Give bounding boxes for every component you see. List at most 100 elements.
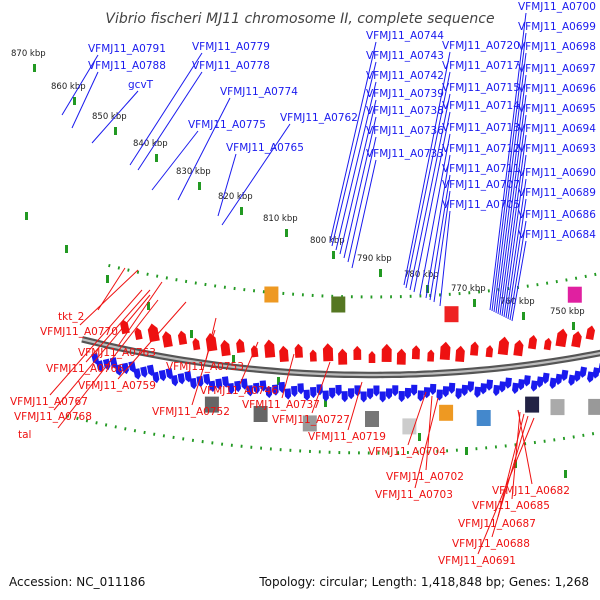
- forward-gene-label: VFMJ11_A0689: [518, 187, 596, 199]
- forward-gene-arrow: [517, 378, 525, 391]
- reverse-gene-arrow: [439, 341, 451, 360]
- ruler-label: 770 kbp: [451, 284, 486, 294]
- ruler-label: 840 kbp: [133, 139, 168, 149]
- forward-leader-line: [343, 116, 377, 259]
- reverse-gene-arrow: [555, 328, 568, 348]
- ruler-tick: [114, 127, 117, 135]
- reverse-gene-label: VFMJ11_A0746: [200, 385, 278, 397]
- forward-gene-arrow: [549, 377, 557, 389]
- forward-gene-arrow: [448, 382, 456, 394]
- reverse-leader-line: [57, 299, 159, 429]
- leader-lines: [49, 12, 535, 555]
- forward-gene-arrow: [523, 375, 531, 387]
- reverse-gene-label: VFMJ11_A0753: [166, 361, 244, 373]
- cog-block: [567, 286, 582, 303]
- backbone-highlight: [81, 338, 600, 377]
- reverse-gene-arrow: [396, 348, 406, 365]
- reverse-gene-label: VFMJ11_A0703: [375, 489, 453, 501]
- forward-gene-arrow: [291, 385, 298, 397]
- reverse-gene-arrow: [309, 349, 317, 362]
- reverse-gene-label: VFMJ11_A0687: [458, 518, 536, 530]
- ruler-label: 750 kbp: [550, 307, 585, 317]
- forward-gene-arrow: [121, 362, 130, 375]
- forward-leader-line: [413, 111, 451, 293]
- reverse-gene-label: tal: [18, 429, 31, 441]
- forward-leader-line: [495, 74, 527, 314]
- forward-gene-arrow: [398, 391, 405, 403]
- ruler-tick-inner: [232, 355, 235, 363]
- ruler-tick-inner: [324, 399, 327, 407]
- forward-gene-arrow: [227, 382, 235, 395]
- forward-gene-label: VFMJ11_A0720: [442, 40, 520, 52]
- forward-leader-line: [505, 178, 527, 319]
- cog-block: [302, 415, 317, 432]
- forward-gene-label: VFMJ11_A0738: [366, 105, 444, 117]
- ruler-tick: [522, 312, 525, 320]
- forward-gene-label: VFMJ11_A0707: [442, 179, 520, 191]
- forward-gene-arrow: [310, 386, 317, 399]
- forward-leader-line: [347, 136, 377, 263]
- forward-leader-line: [335, 81, 377, 251]
- forward-leader-line: [439, 210, 451, 307]
- ruler-label: 760 kbp: [500, 297, 535, 307]
- cog-block: [588, 398, 600, 415]
- forward-gene-label: VFMJ11_A0743: [366, 50, 444, 62]
- forward-leader-line: [433, 190, 451, 303]
- forward-leader-line: [511, 240, 527, 322]
- ruler-tick: [473, 299, 476, 307]
- reverse-gene-label: VFMJ11_A0737: [242, 399, 320, 411]
- reverse-gene-label: VFMJ11_A0704: [368, 446, 446, 458]
- forward-gene-label: VFMJ11_A0742: [366, 70, 444, 82]
- forward-gene-arrow: [360, 391, 367, 403]
- reverse-gene-label: VFMJ11_A0768: [14, 411, 92, 423]
- forward-gene-label: VFMJ11_A0684: [518, 229, 596, 241]
- reverse-leader-line: [497, 413, 525, 518]
- forward-gene-arrow: [367, 388, 374, 400]
- reverse-leader-line: [347, 381, 363, 431]
- forward-gene-arrow: [234, 380, 242, 393]
- ruler-tick: [285, 229, 288, 237]
- ruler-tick-inner: [564, 470, 567, 478]
- forward-gene-arrow: [322, 390, 329, 402]
- ruler-tick: [73, 97, 76, 105]
- reverse-leader-line: [414, 397, 439, 489]
- forward-gene-arrow: [102, 358, 111, 371]
- ruler-label: 800 kbp: [310, 236, 345, 246]
- forward-gene-label: VFMJ11_A0775: [188, 119, 266, 131]
- forward-gene-label: VFMJ11_A0779: [192, 41, 270, 53]
- forward-gene-arrow: [189, 377, 197, 390]
- forward-leader-line: [91, 90, 139, 144]
- forward-gene-label: VFMJ11_A0788: [88, 60, 166, 72]
- forward-gene-label: VFMJ11_A0693: [518, 143, 596, 155]
- forward-gene-label: VFMJ11_A0778: [192, 60, 270, 72]
- forward-gene-arrow: [208, 380, 216, 392]
- forward-leader-line: [419, 133, 451, 296]
- forward-leader-line: [503, 154, 527, 318]
- reverse-gene-label: VFMJ11_A0682: [492, 485, 570, 497]
- forward-gene-label: VFMJ11_A0762: [280, 112, 358, 124]
- forward-gene-arrow: [146, 364, 155, 377]
- forward-gene-arrow: [215, 378, 223, 390]
- map-title: Vibrio fischeri MJ11 chromosome II, comp…: [105, 11, 494, 27]
- cog-block: [550, 399, 565, 416]
- reverse-leader-line: [117, 301, 187, 380]
- forward-gene-arrow: [303, 389, 310, 401]
- forward-gene-arrow: [253, 382, 260, 394]
- reverse-gene-arrow: [528, 334, 537, 350]
- forward-gene-arrow: [499, 381, 507, 393]
- forward-gene-arrow: [96, 360, 104, 372]
- reverse-gene-arrow: [571, 331, 582, 348]
- forward-gene-arrow: [373, 385, 380, 397]
- forward-gene-label: VFMJ11_A0717: [442, 60, 520, 72]
- reverse-leader-line: [281, 353, 295, 399]
- forward-gene-arrow: [265, 386, 273, 399]
- forward-leader-line: [351, 159, 377, 269]
- ruler-label: 830 kbp: [176, 167, 211, 177]
- forward-gene-label: VFMJ11_A0695: [518, 103, 596, 115]
- reverse-gene-arrow: [543, 337, 552, 351]
- accession-text: Accession: NC_011186: [9, 575, 145, 589]
- forward-gene-arrow: [493, 384, 500, 397]
- forward-gene-arrow: [436, 389, 443, 401]
- forward-gene-label: VFMJ11_A0690: [518, 167, 596, 179]
